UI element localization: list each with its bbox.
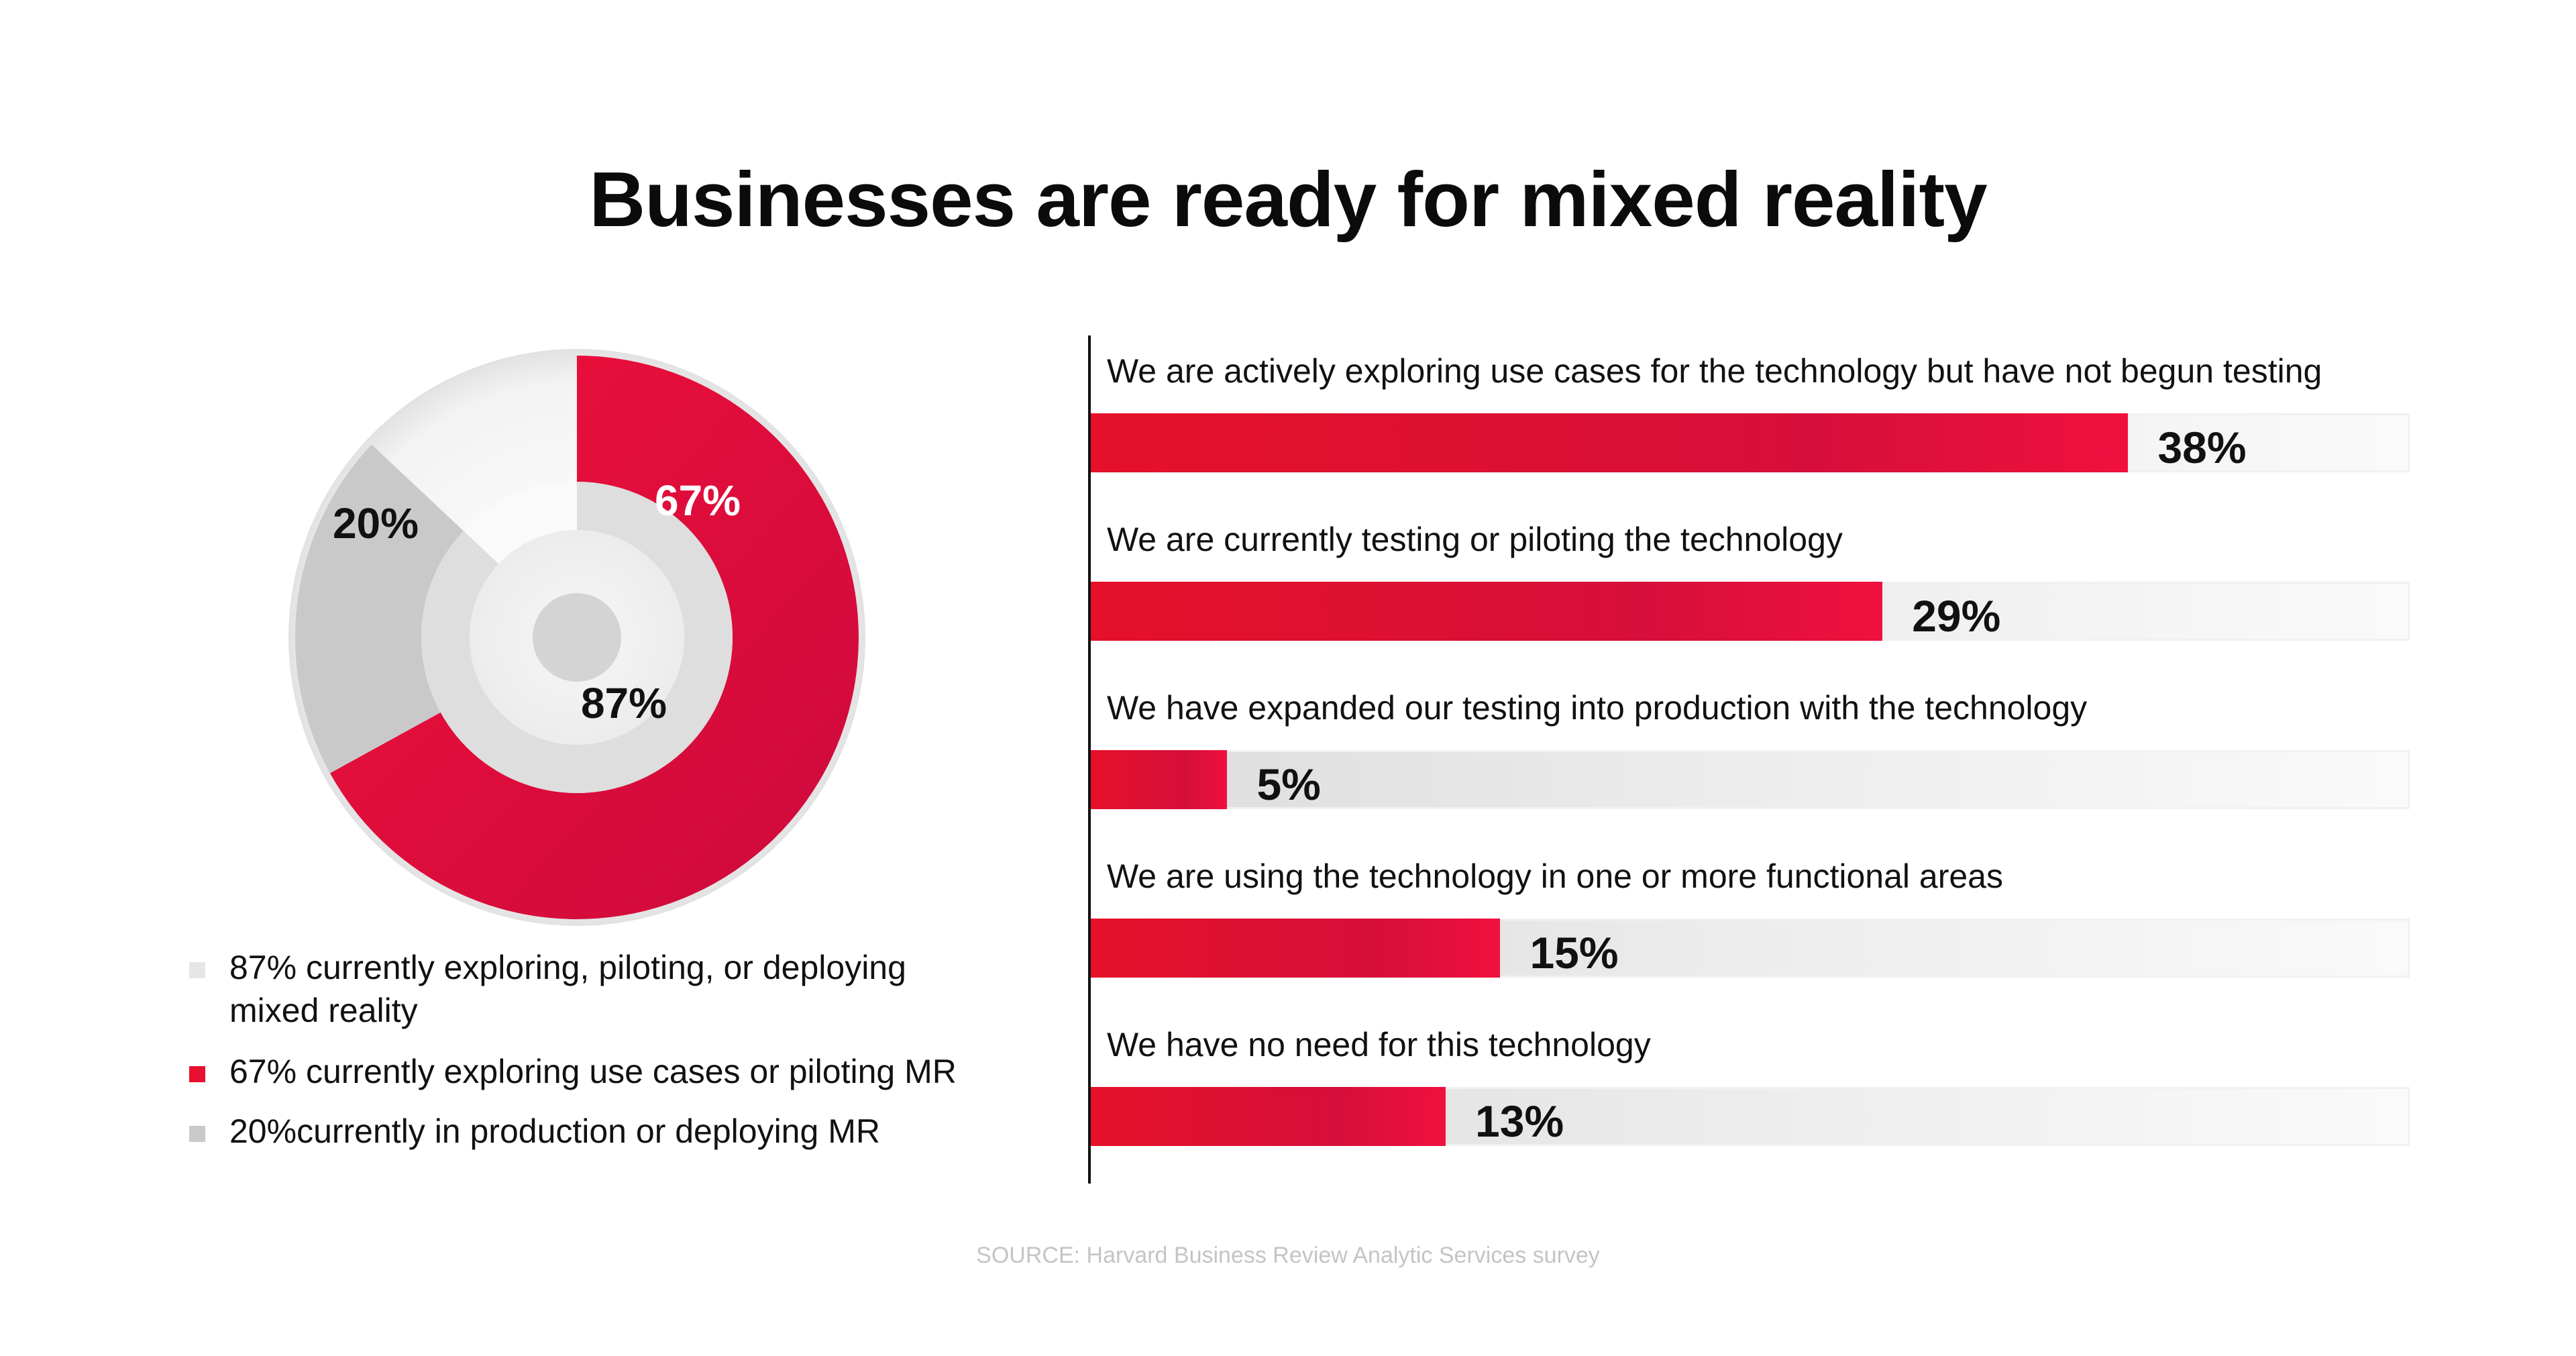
- bar-value-label: 5%: [1256, 760, 1321, 809]
- legend-item-20: 20%currently in production or deploying …: [189, 1110, 880, 1153]
- legend-swatch: [189, 962, 205, 978]
- bar-label: We are using the technology in one or mo…: [1107, 857, 2003, 895]
- bar-value-label: 29%: [1912, 591, 2001, 641]
- bar-value-label: 38%: [2157, 423, 2247, 472]
- legend-item-67: 67% currently exploring use cases or pil…: [189, 1050, 957, 1093]
- legend-text-line2: mixed reality: [229, 992, 418, 1029]
- legend-swatch: [189, 1066, 205, 1082]
- bar: [1091, 413, 2129, 472]
- bar-chart-axis: [1088, 335, 1091, 1184]
- bar-label: We have no need for this technology: [1107, 1026, 1651, 1063]
- legend-text: 67% currently exploring use cases or pil…: [229, 1053, 957, 1090]
- source-note: SOURCE: Harvard Business Review Analytic…: [976, 1243, 1600, 1268]
- bar-label: We have expanded our testing into produc…: [1107, 689, 2088, 727]
- donut-label-gray: 20%: [333, 499, 419, 547]
- donut-center-dot: [533, 593, 621, 682]
- chart-title: Businesses are ready for mixed reality: [589, 156, 1987, 243]
- bar-label: We are actively exploring use cases for …: [1107, 352, 2322, 390]
- donut-label-inner: 87%: [581, 679, 667, 727]
- legend-text: 20%currently in production or deploying …: [229, 1112, 880, 1150]
- bar-label: We are currently testing or piloting the…: [1107, 521, 1843, 558]
- bar: [1091, 582, 1883, 641]
- bar: [1091, 919, 1501, 978]
- donut-label-red: 67%: [655, 476, 741, 525]
- bar-value-label: 13%: [1475, 1096, 1564, 1146]
- legend-swatch: [189, 1126, 205, 1142]
- donut-chart: 67% 20% 87%: [288, 349, 865, 926]
- donut-inner-slice: [421, 482, 733, 793]
- bar: [1091, 1087, 1446, 1146]
- bar-track: [1091, 750, 2410, 809]
- legend-item-87: 87% currently exploring, piloting, or de…: [189, 946, 906, 1032]
- bar-value-label: 15%: [1529, 928, 1619, 978]
- bar: [1091, 750, 1228, 809]
- legend-text: 87% currently exploring, piloting, or de…: [229, 949, 906, 986]
